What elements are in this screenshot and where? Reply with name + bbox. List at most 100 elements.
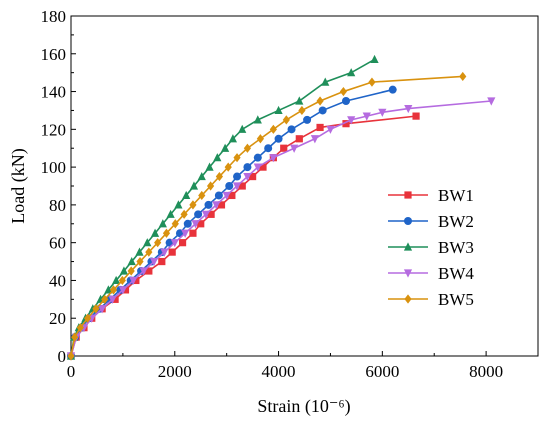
x-tick-label: 6000 <box>365 362 399 381</box>
legend-item-bw5: BW5 <box>388 290 474 309</box>
legend-label: BW5 <box>438 290 474 309</box>
legend-item-bw4: BW4 <box>388 264 474 283</box>
data-point <box>342 120 350 128</box>
y-axis-label: Load (kN) <box>8 148 29 223</box>
data-point <box>412 112 420 120</box>
data-point <box>160 248 169 257</box>
data-point <box>127 266 135 276</box>
data-point <box>143 238 152 247</box>
data-point <box>243 163 252 172</box>
data-point <box>67 351 75 361</box>
data-point <box>191 220 200 229</box>
data-point <box>101 294 109 304</box>
data-point <box>84 313 92 323</box>
data-point <box>197 220 205 228</box>
data-point <box>224 162 232 172</box>
y-tick-label: 20 <box>49 309 66 328</box>
data-point <box>212 201 221 210</box>
data-point <box>215 171 224 182</box>
legend-label: BW1 <box>438 186 474 205</box>
data-point <box>205 162 214 171</box>
legend-marker <box>403 269 413 278</box>
data-point <box>249 172 257 181</box>
data-point <box>232 182 242 191</box>
x-tick-label: 0 <box>67 362 76 381</box>
series-bw1 <box>67 112 420 360</box>
data-point <box>76 323 84 333</box>
data-point <box>213 153 222 162</box>
data-point <box>253 163 262 172</box>
data-point <box>171 219 179 229</box>
legend-marker <box>404 191 412 199</box>
series-bw3 <box>66 54 379 360</box>
data-point <box>326 125 335 134</box>
legend-label: BW2 <box>438 212 474 231</box>
legend-marker <box>403 242 413 251</box>
data-point <box>182 190 191 200</box>
data-point <box>321 77 330 86</box>
data-point <box>119 266 129 275</box>
data-point <box>197 171 206 181</box>
data-point <box>118 286 127 295</box>
data-point <box>238 182 246 190</box>
data-point <box>233 172 242 181</box>
series-layer <box>66 54 496 361</box>
data-point <box>362 112 371 121</box>
data-point <box>256 134 264 144</box>
data-point <box>459 71 467 82</box>
data-point <box>121 286 130 294</box>
data-point <box>298 105 306 116</box>
data-point <box>158 219 167 228</box>
series-line <box>70 75 463 357</box>
legend-label: BW3 <box>438 238 474 257</box>
data-point <box>238 124 247 133</box>
data-point <box>154 238 162 248</box>
data-point <box>112 275 121 285</box>
data-point <box>221 143 230 152</box>
y-axis-ticks: 0 20 40 60 80 100 120 140 160 180 <box>41 7 76 366</box>
data-point <box>139 267 148 276</box>
data-point <box>243 172 252 182</box>
legend-item-bw1: BW1 <box>388 186 474 205</box>
data-point <box>280 144 288 152</box>
data-point <box>136 256 144 267</box>
data-point <box>145 267 153 275</box>
data-point <box>111 295 119 303</box>
data-point <box>127 256 136 266</box>
data-point <box>98 305 107 314</box>
data-point <box>274 134 283 143</box>
data-point <box>109 285 118 295</box>
data-point <box>189 229 197 237</box>
x-tick-label: 2000 <box>158 362 192 381</box>
data-point <box>178 239 187 247</box>
data-point <box>269 124 277 134</box>
data-point <box>347 68 356 77</box>
data-point <box>149 257 159 267</box>
data-point <box>368 77 376 87</box>
data-point <box>180 209 188 219</box>
data-point <box>217 201 226 209</box>
data-point <box>316 123 324 132</box>
data-point <box>204 200 213 209</box>
x-axis-label: Strain (10⁻⁶) <box>257 396 350 417</box>
data-point <box>228 191 236 200</box>
data-point <box>228 134 237 143</box>
data-point <box>132 276 140 285</box>
data-point <box>259 163 267 171</box>
legend-label: BW4 <box>438 264 474 283</box>
data-point <box>243 143 252 153</box>
legend-marker <box>404 217 412 225</box>
data-point <box>295 96 304 105</box>
data-point <box>129 276 138 286</box>
data-point <box>347 116 356 125</box>
data-point <box>225 182 234 190</box>
y-tick-label: 140 <box>41 83 67 102</box>
data-point <box>207 210 215 218</box>
data-point <box>378 108 387 117</box>
data-point <box>222 191 231 201</box>
data-point <box>181 229 190 238</box>
legend-item-bw3: BW3 <box>388 238 474 257</box>
data-point <box>269 154 278 163</box>
data-point <box>295 135 303 143</box>
